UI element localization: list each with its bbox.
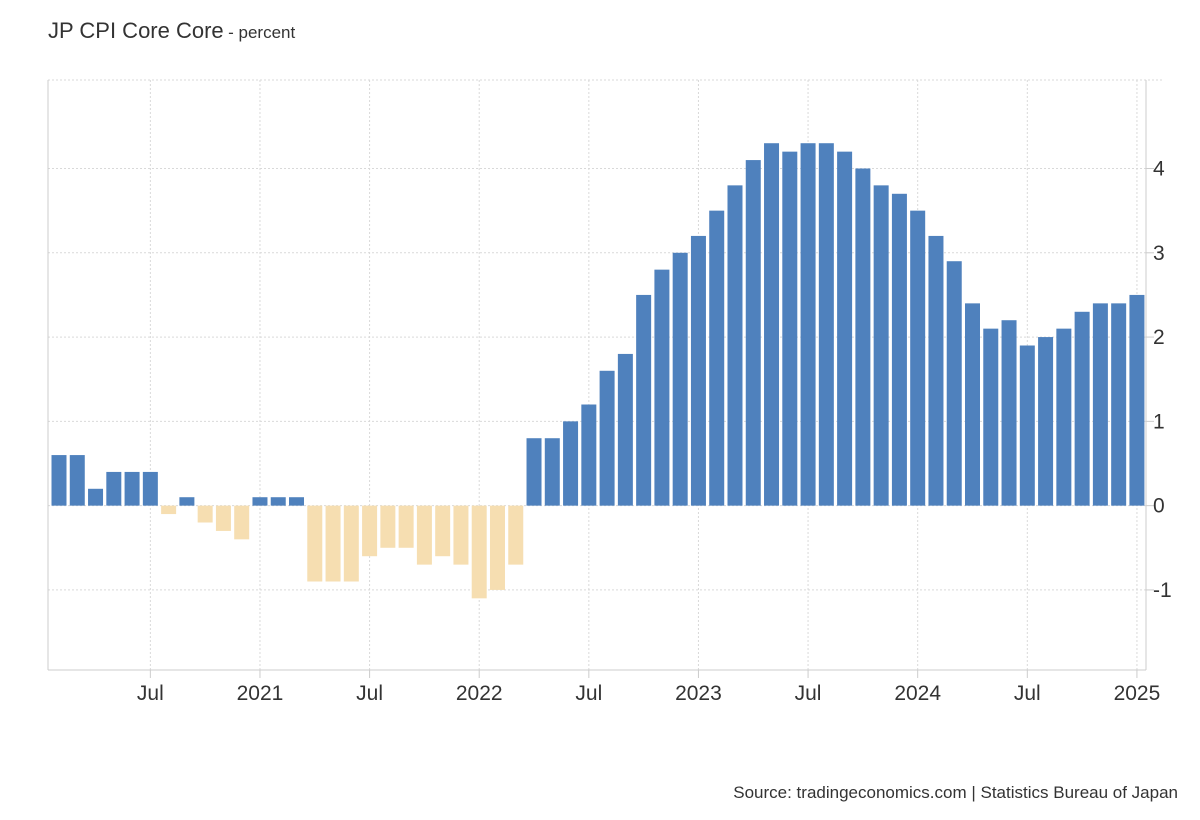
bar: [581, 404, 597, 506]
bar: [690, 235, 706, 506]
bar: [709, 210, 725, 506]
x-tick-label: 2025: [1114, 682, 1161, 705]
bar: [215, 505, 231, 531]
bar: [965, 303, 980, 506]
bars: [51, 143, 1145, 599]
bar: [489, 505, 505, 590]
y-tick-label: 1: [1153, 410, 1165, 433]
bar: [471, 505, 487, 599]
bar: [983, 328, 999, 506]
bar: [599, 370, 615, 506]
bar: [1019, 345, 1035, 506]
bar: [435, 505, 451, 557]
bar: [800, 143, 816, 506]
bar: [508, 505, 524, 565]
bar: [1111, 303, 1127, 506]
bar: [270, 497, 286, 506]
tick-labels: -1 0 1 2 3 4 Jul 2021 Jul 2022 Jul 2023 Jul 2024 Jul 20…: [137, 158, 1172, 706]
bar: [380, 505, 396, 548]
y-tick-label: 0: [1153, 495, 1165, 518]
bar: [362, 505, 378, 557]
bar: [855, 168, 871, 506]
bar: [197, 505, 213, 523]
bar: [745, 160, 761, 506]
x-tick-label: 2023: [675, 682, 722, 705]
bar: [910, 210, 926, 506]
x-tick-label: Jul: [1014, 682, 1041, 705]
bar: [1092, 303, 1108, 506]
grid-lines: [48, 79, 1164, 670]
bar: [161, 505, 177, 515]
bar: [1129, 294, 1145, 506]
bar: [307, 505, 323, 582]
source-note: Source: tradingeconomics.com | Statistic…: [733, 783, 1178, 802]
x-tick-label: 2021: [237, 682, 284, 705]
x-tick-label: Jul: [795, 682, 822, 705]
bar: [234, 505, 250, 540]
chart-title: JP CPI Core Core: [48, 18, 224, 43]
bar: [106, 471, 122, 506]
bar: [544, 438, 560, 506]
bar: [88, 488, 104, 506]
bar: [837, 151, 853, 506]
bar: [928, 235, 944, 506]
x-tick-label: 2022: [456, 682, 503, 705]
x-tick-label: Jul: [356, 682, 383, 705]
bar: [1001, 320, 1017, 506]
y-tick-label: 2: [1153, 326, 1165, 349]
chart-header: JP CPI Core Core - percent: [48, 18, 295, 44]
bar: [51, 455, 67, 506]
bar: [782, 151, 798, 506]
bar: [818, 143, 834, 506]
x-tick-label: 2024: [894, 682, 941, 705]
bar: [654, 269, 670, 506]
bar: [891, 193, 907, 506]
bar: [325, 505, 341, 582]
bar: [124, 471, 140, 506]
bar: [179, 497, 195, 506]
bar: [526, 438, 542, 506]
axes: [47, 80, 1154, 678]
bar: [1056, 328, 1072, 506]
bar: [453, 505, 469, 565]
bar: [252, 497, 268, 506]
y-tick-label: -1: [1153, 579, 1172, 602]
bar: [946, 261, 962, 506]
bar: [617, 353, 633, 506]
bar: [636, 294, 652, 506]
bar: [69, 455, 85, 506]
bar: [764, 143, 780, 506]
bar: [398, 505, 414, 548]
bar: [1074, 311, 1090, 506]
bar: [142, 471, 158, 506]
bar: [727, 185, 743, 506]
x-tick-label: Jul: [137, 682, 164, 705]
y-tick-label: 4: [1153, 158, 1165, 181]
bar: [672, 252, 688, 506]
bar: [289, 497, 305, 506]
bar: [563, 421, 579, 506]
bar: [873, 185, 889, 506]
y-tick-label: 3: [1153, 242, 1165, 265]
bar: [343, 505, 359, 582]
x-tick-label: Jul: [575, 682, 602, 705]
chart-subtitle: - percent: [228, 23, 296, 42]
bar: [416, 505, 432, 565]
bar: [1038, 337, 1054, 506]
